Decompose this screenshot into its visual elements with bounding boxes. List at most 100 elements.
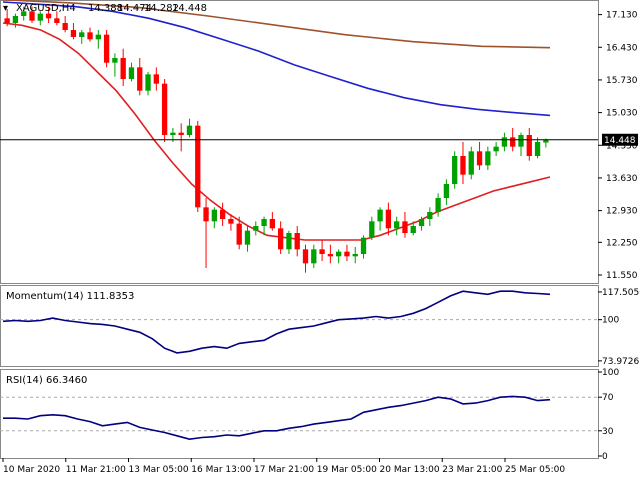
rsi-tick-label: 0 [602, 452, 608, 462]
momentum-tick-label: 100 [602, 316, 619, 326]
price-tick-label: 13.630 [606, 174, 638, 184]
candle [327, 244, 334, 264]
candle-body [87, 32, 93, 40]
price-tick-label: 12.930 [606, 207, 638, 217]
candle-body [452, 156, 458, 184]
candle-body [518, 135, 524, 147]
candle-body [410, 226, 416, 233]
candle [103, 30, 110, 68]
candle [253, 221, 259, 236]
candle-body [468, 151, 474, 175]
candle [526, 128, 532, 161]
candle-body [261, 219, 267, 226]
time-tick-label: 17 Mar 21:00 [254, 465, 314, 475]
candle-body [344, 251, 350, 257]
candle-body [377, 209, 383, 222]
main-panel-frame [0, 0, 599, 284]
candle [443, 179, 450, 205]
candle [62, 16, 68, 33]
candle [261, 216, 267, 236]
candle [377, 207, 383, 231]
candle-body [418, 219, 425, 226]
collapse-arrow-icon[interactable]: ▾ [3, 3, 8, 14]
price-layer [0, 0, 598, 273]
candle [211, 207, 217, 229]
candle [336, 249, 342, 264]
candle-body [137, 67, 143, 91]
time-tick-label: 11 Mar 21:00 [66, 465, 126, 475]
candle [79, 30, 85, 44]
time-tick-label: 23 Mar 21:00 [442, 465, 502, 475]
axis-layer: 17.130 16.430 15.730 15.030 14.330 13.630 12.9… [2, 11, 640, 475]
candle-body [501, 137, 508, 147]
momentum-line [2, 290, 551, 354]
candle-body [45, 13, 52, 19]
candle [228, 214, 234, 231]
candle [344, 244, 350, 261]
candle-body [336, 251, 342, 257]
candle [37, 11, 43, 26]
ma-mid-line [2, 1, 551, 117]
candle-body [145, 74, 151, 91]
momentum-tick-label: 117.5056 [602, 288, 640, 298]
candle [518, 132, 524, 156]
time-tick-label: 25 Mar 05:00 [505, 465, 565, 475]
candle-body [460, 156, 466, 175]
ma-fast-line [2, 22, 551, 241]
candle [203, 198, 209, 268]
candle [311, 244, 317, 268]
candle-body [427, 212, 433, 219]
ohlc-low: 14.282 [144, 3, 179, 14]
time-tick-label: 10 Mar 2020 [3, 465, 60, 475]
current-price-box [602, 133, 638, 146]
candle [4, 9, 10, 27]
candle-body [402, 221, 408, 233]
candle [476, 142, 483, 170]
candle-body [79, 32, 85, 37]
candle [54, 11, 60, 26]
candle [95, 30, 101, 49]
candle-body [435, 198, 441, 212]
candle-body [170, 132, 176, 135]
candle-body [29, 11, 35, 21]
candle-body [534, 142, 541, 156]
candle [394, 216, 400, 236]
time-tick-label: 19 Mar 05:00 [317, 465, 377, 475]
candle-body [286, 233, 292, 250]
rsi-tick-label: 70 [602, 393, 614, 403]
time-tick-label: 20 Mar 13:00 [380, 465, 440, 475]
candle [460, 142, 466, 184]
candle-body [319, 249, 325, 254]
candle [352, 247, 358, 264]
candle [369, 216, 375, 240]
candle [12, 13, 19, 28]
candle [29, 6, 35, 23]
candle [402, 212, 408, 238]
candle-body [294, 233, 300, 250]
candle [21, 6, 27, 21]
candle [418, 216, 425, 231]
candle-body [253, 226, 259, 231]
ohlc-close: 14.448 [172, 3, 207, 14]
candle-body [112, 58, 118, 63]
rsi-panel-frame [0, 369, 599, 459]
candle-body [394, 221, 400, 229]
candle-body [12, 16, 19, 23]
candle [195, 121, 201, 212]
candle [427, 207, 433, 226]
rsi-layer [0, 395, 598, 441]
candle-body [228, 219, 234, 224]
candle [360, 235, 367, 259]
current-price-label: 14.448 [604, 136, 636, 146]
time-tick-label: 13 Mar 05:00 [129, 465, 189, 475]
candle [236, 216, 242, 250]
candle-body [178, 132, 184, 135]
candle [277, 221, 284, 254]
candle-body [70, 30, 77, 37]
candle-body [352, 254, 358, 257]
candle-body [103, 34, 110, 63]
candle [534, 137, 541, 159]
candle-body [443, 184, 450, 198]
candle [302, 244, 309, 273]
candle [452, 151, 458, 189]
